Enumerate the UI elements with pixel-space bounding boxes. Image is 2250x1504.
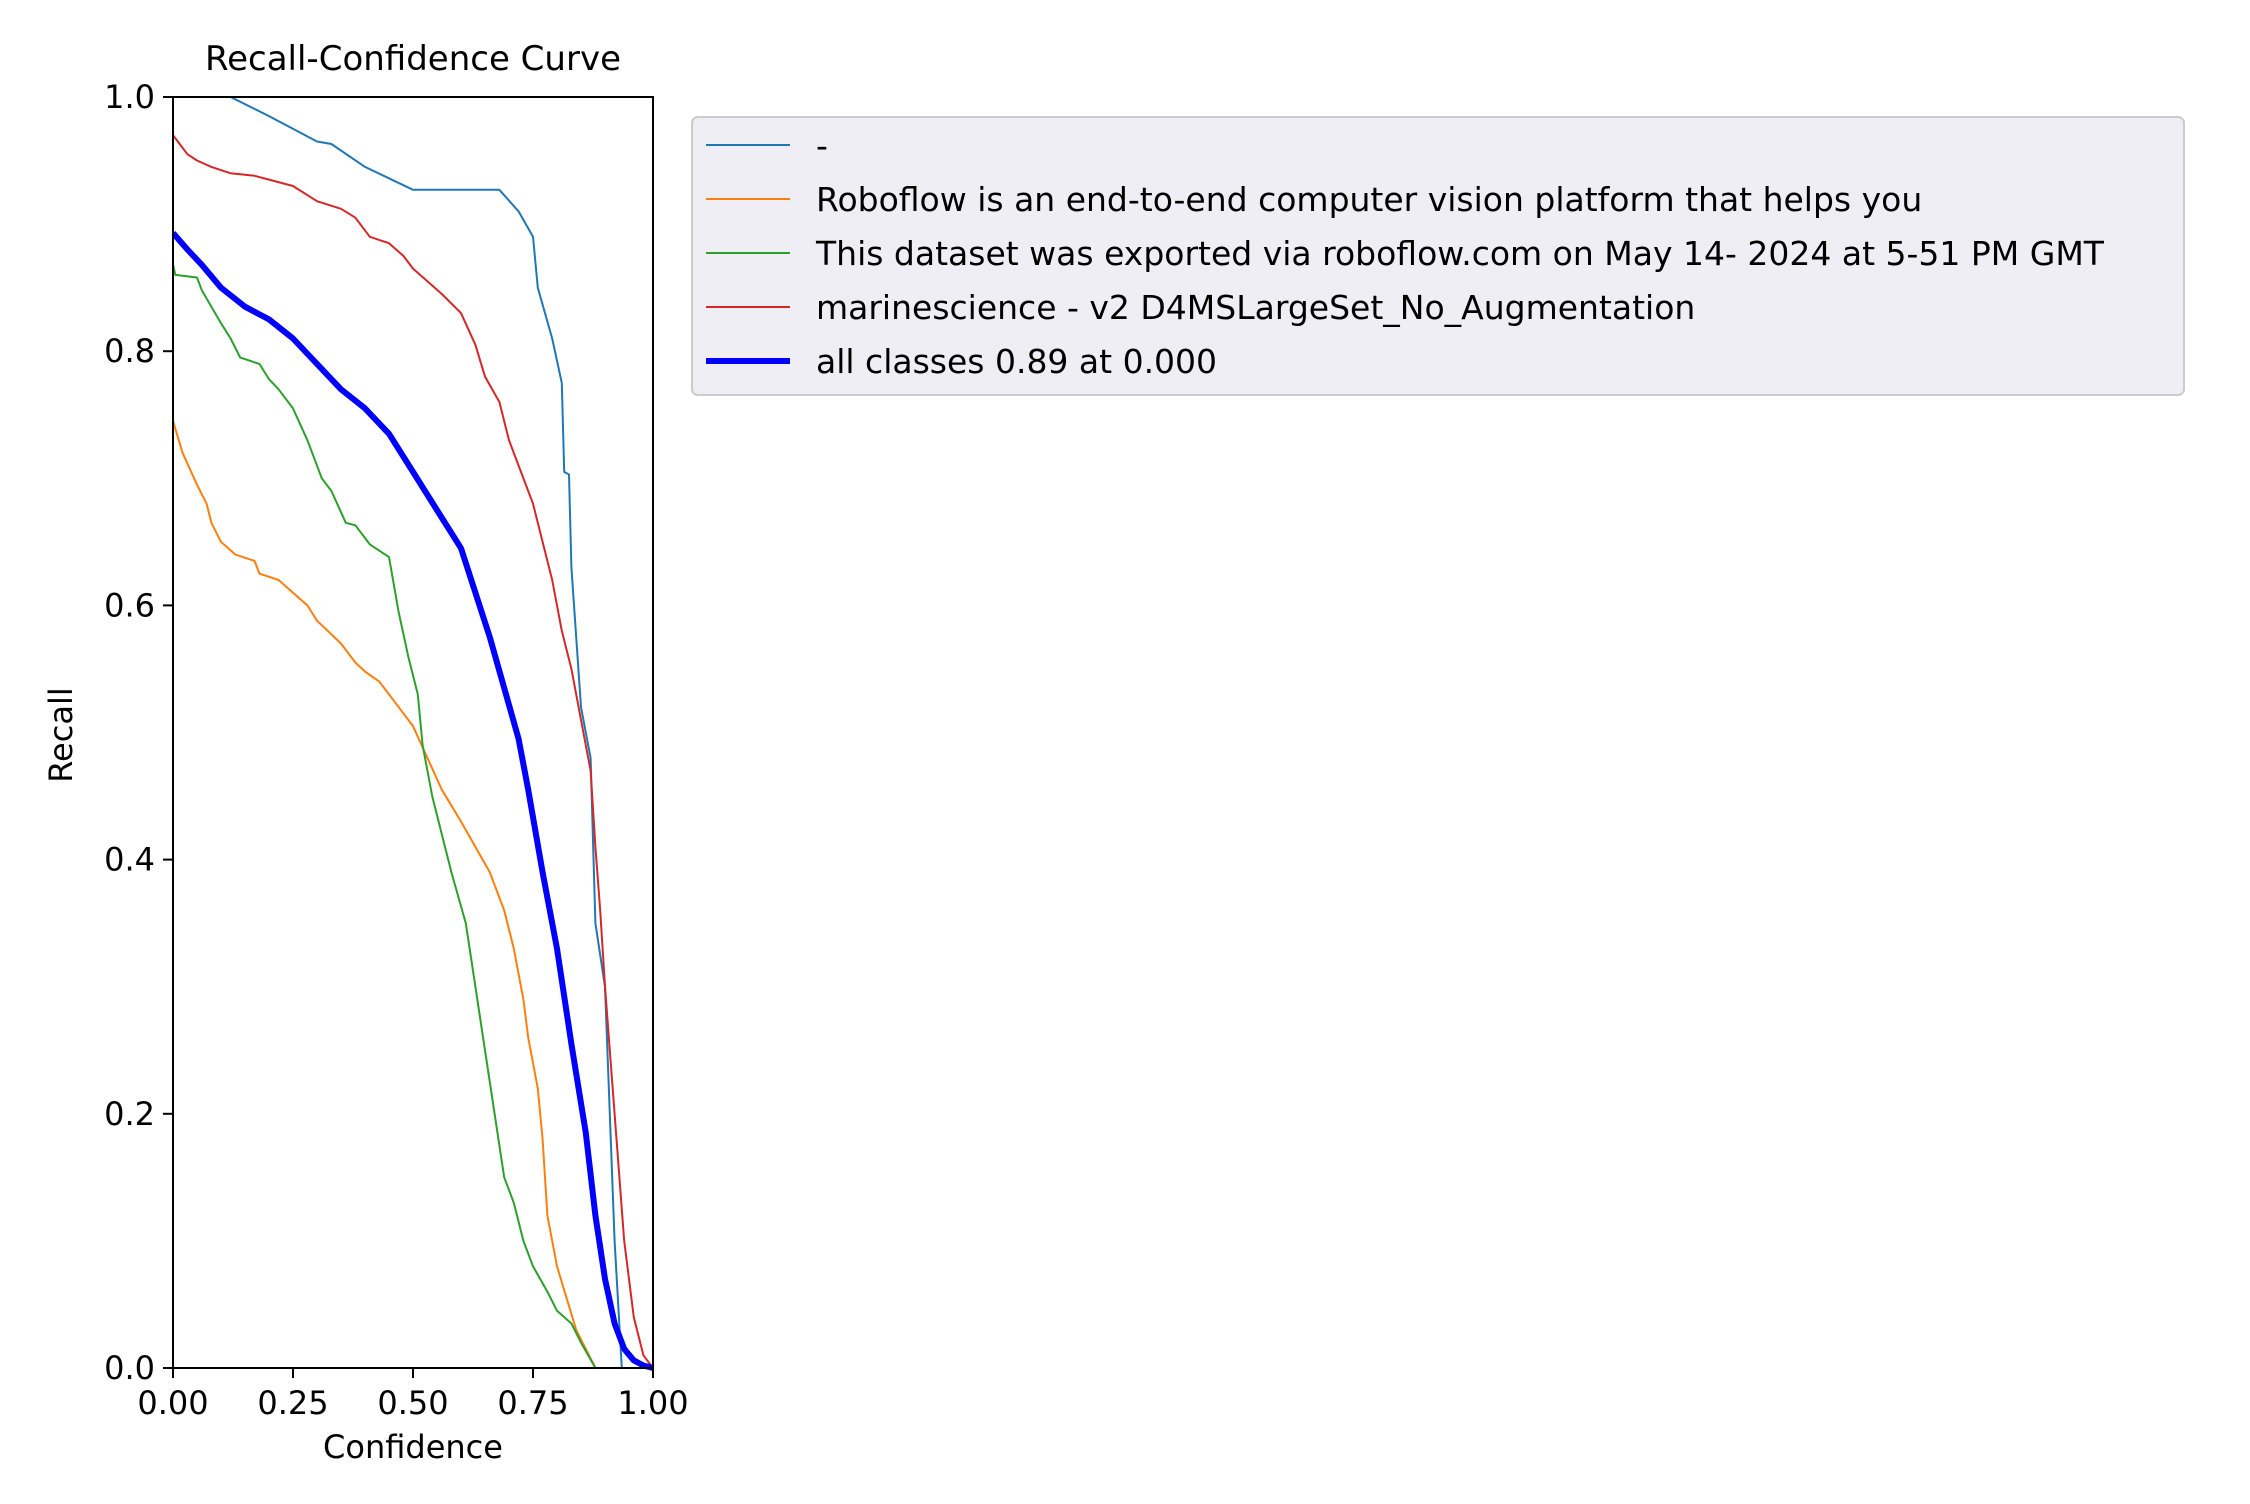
legend-label: This dataset was exported via roboflow.c…	[815, 234, 2105, 273]
series-line-1	[173, 96, 653, 1369]
x-tick-label: 1.00	[617, 1384, 688, 1422]
y-tick-label: 0.6	[104, 586, 155, 624]
legend-label: -	[816, 126, 828, 165]
series-line-2	[173, 420, 653, 1369]
legend-box	[691, 116, 2185, 396]
series-line-3	[173, 264, 653, 1369]
x-tick-label: 0.50	[377, 1384, 448, 1422]
series-line-4	[173, 134, 654, 1369]
y-tick-label: 0.0	[104, 1349, 155, 1387]
legend: - Roboflow is an end-to-end computer visi…	[691, 116, 2185, 396]
y-axis-ticks: 0.0 0.2 0.4 0.6 0.8 1.0	[104, 78, 173, 1387]
y-axis-label: Recall	[42, 687, 80, 782]
y-tick-label: 0.2	[104, 1095, 155, 1133]
y-tick-label: 0.8	[104, 332, 155, 370]
axes-frame	[172, 96, 654, 1369]
series-line-5	[173, 231, 654, 1371]
legend-label: Roboflow is an end-to-end computer visio…	[816, 180, 1922, 219]
x-tick-label: 0.75	[497, 1384, 568, 1422]
chart-title: Recall-Confidence Curve	[205, 39, 621, 79]
legend-label: all classes 0.89 at 0.000	[816, 342, 1217, 381]
legend-label: marinescience - v2 D4MSLargeSet_No_Augme…	[816, 288, 1695, 327]
x-tick-label: 0.25	[257, 1384, 328, 1422]
y-tick-label: 1.0	[104, 78, 155, 116]
y-tick-label: 0.4	[104, 841, 155, 879]
x-axis-label: Confidence	[323, 1428, 503, 1466]
x-axis-ticks: 0.00 0.25 0.50 0.75 1.00	[137, 1368, 689, 1422]
series-lines	[173, 96, 654, 1371]
x-tick-label: 0.00	[137, 1384, 208, 1422]
plot-area	[172, 96, 654, 1371]
